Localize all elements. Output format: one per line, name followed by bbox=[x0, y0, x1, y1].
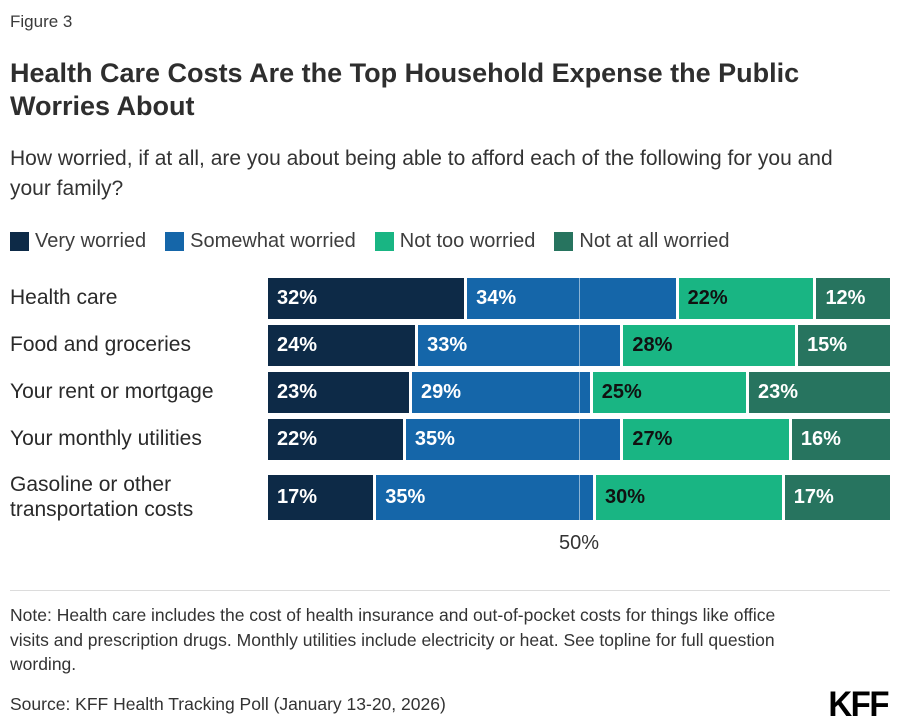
category-label: Health care bbox=[10, 286, 118, 310]
bar-segment: 24% bbox=[268, 324, 416, 366]
bar-segment-label: 17% bbox=[793, 485, 834, 508]
legend-item: Somewhat worried bbox=[165, 230, 356, 253]
bar-segment-label: 22% bbox=[277, 427, 318, 450]
bar-segment: 15% bbox=[798, 324, 891, 366]
kff-logo: KFF bbox=[828, 683, 889, 724]
bar-segment-label: 24% bbox=[277, 333, 318, 356]
bar-stack: 23% 29% 25% 23% bbox=[268, 371, 890, 413]
note-text: Note: Health care includes the cost of h… bbox=[10, 604, 776, 675]
bar-segment: 22% bbox=[268, 418, 403, 460]
bar-segment: 16% bbox=[791, 418, 890, 460]
bar-segment-label: 28% bbox=[632, 333, 673, 356]
legend-item: Very worried bbox=[10, 230, 146, 253]
bar-segment-label: 34% bbox=[476, 286, 517, 309]
legend-swatch bbox=[374, 231, 394, 251]
bar-segment-label: 12% bbox=[825, 286, 866, 309]
bar-segment-label: 33% bbox=[427, 333, 468, 356]
bar-segment-label: 30% bbox=[604, 485, 646, 508]
gridline-50 bbox=[579, 371, 580, 413]
x-axis-tick-label: 50% bbox=[558, 531, 600, 554]
legend-swatch bbox=[165, 231, 185, 251]
bar-segment: 27% bbox=[623, 418, 789, 460]
bar-segment-label: 16% bbox=[800, 427, 841, 450]
bar-segment-label: 15% bbox=[807, 333, 848, 356]
bar-stack: 22% 35% 27% 16% bbox=[268, 418, 890, 460]
gridline-50 bbox=[579, 418, 580, 460]
bar-segment-label: 22% bbox=[687, 286, 728, 309]
bar-segment: 25% bbox=[592, 371, 746, 413]
bar-row: Food and groceries 24% 33% 28% 15% bbox=[10, 324, 891, 366]
bar-segment: 17% bbox=[784, 474, 890, 520]
gridline-50 bbox=[579, 324, 580, 366]
bar-segment: 30% bbox=[595, 474, 782, 520]
bar-segment: 33% bbox=[418, 324, 621, 366]
bar-row: Your monthly utilities 22% 35% 27% 16% bbox=[10, 418, 890, 460]
bar-segment-label: 27% bbox=[632, 427, 673, 450]
stacked-bar-chart: Health care 32% 34% 22% 12% Food and grocerie… bbox=[10, 277, 891, 555]
bar-row: Health care 32% 34% 22% 12% bbox=[10, 277, 890, 319]
legend-label: Not too worried bbox=[399, 229, 536, 252]
chart-rows: Health care 32% 34% 22% 12% Food and grocerie… bbox=[10, 277, 891, 523]
bar-row: Your rent or mortgage 23% 29% 25% 23% bbox=[10, 371, 890, 413]
legend-swatch bbox=[10, 231, 29, 251]
bar-segment: 28% bbox=[623, 324, 796, 366]
bar-segment: 23% bbox=[268, 371, 409, 413]
bar-segment-label: 17% bbox=[277, 485, 318, 508]
legend-swatch bbox=[554, 231, 574, 251]
bar-segment: 29% bbox=[411, 371, 590, 413]
bar-segment: 12% bbox=[816, 277, 890, 319]
legend-label: Very worried bbox=[35, 229, 147, 252]
chart-title: Health Care Costs Are the Top Household … bbox=[10, 58, 800, 121]
bar-stack: 32% 34% 22% 12% bbox=[268, 277, 890, 319]
legend-item: Not too worried bbox=[374, 229, 536, 253]
bar-stack: 17% 35% 30% 17% bbox=[268, 474, 890, 520]
bar-segment: 35% bbox=[376, 474, 593, 520]
bar-segment-label: 29% bbox=[420, 380, 462, 403]
bar-segment-label: 35% bbox=[385, 485, 426, 508]
chart-subtitle: How worried, if at all, are you about be… bbox=[10, 146, 833, 200]
bar-segment-label: 23% bbox=[758, 380, 799, 403]
category-label: Your rent or mortgage bbox=[10, 380, 214, 404]
bar-segment: 32% bbox=[268, 277, 465, 319]
category-label: Your monthly utilities bbox=[10, 427, 202, 451]
bar-segment-label: 23% bbox=[277, 380, 318, 403]
bar-stack: 24% 33% 28% 15% bbox=[268, 324, 891, 366]
bar-row: Gasoline or other transportation costs 17… bbox=[10, 472, 890, 523]
bar-segment-label: 25% bbox=[601, 380, 642, 403]
legend: Very worried Somewhat worried Not too worr… bbox=[10, 230, 890, 253]
legend-item: Not at all worried bbox=[554, 230, 729, 253]
figure-label: Figure 3 bbox=[10, 12, 73, 31]
legend-label: Somewhat worried bbox=[190, 229, 356, 252]
bar-segment-label: 32% bbox=[277, 286, 318, 309]
category-label: Gasoline or other transportation costs bbox=[10, 472, 194, 522]
bar-segment: 35% bbox=[405, 418, 621, 460]
gridline-50 bbox=[579, 277, 580, 319]
source-text: Source: KFF Health Tracking Poll (Januar… bbox=[10, 693, 446, 714]
bar-segment: 34% bbox=[467, 277, 676, 319]
bar-segment: 22% bbox=[678, 277, 814, 319]
gridline-50 bbox=[579, 474, 580, 520]
legend-label: Not at all worried bbox=[579, 229, 730, 252]
divider-line bbox=[10, 589, 890, 591]
bar-segment: 17% bbox=[268, 474, 374, 520]
footer: Source: KFF Health Tracking Poll (Januar… bbox=[10, 683, 890, 724]
bar-segment: 23% bbox=[749, 371, 890, 413]
bar-segment-label: 35% bbox=[414, 427, 455, 450]
category-label: Food and groceries bbox=[10, 333, 191, 357]
